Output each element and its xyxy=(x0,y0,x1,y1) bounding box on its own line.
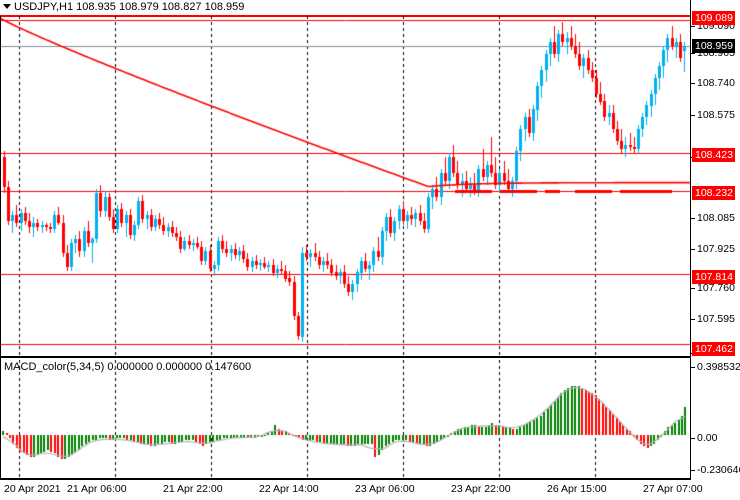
triangle-down-icon[interactable] xyxy=(3,4,11,9)
price-candles-canvas xyxy=(0,16,691,356)
price-scale-label: 107.595 xyxy=(697,313,735,325)
price-chart-pane[interactable] xyxy=(0,16,691,356)
price-level-tag[interactable]: 108.232 xyxy=(692,186,735,200)
indicator-scale-tick xyxy=(691,470,695,471)
current-price-tag[interactable]: 108.959 xyxy=(692,39,735,53)
time-axis-label: 26 Apr 15:00 xyxy=(547,483,607,495)
indicator-scale-label: 0.398532 xyxy=(697,361,740,373)
price-scale-label: 107.760 xyxy=(697,282,735,294)
time-axis-label: 21 Apr 22:00 xyxy=(163,483,223,495)
time-axis-label: 22 Apr 14:00 xyxy=(259,483,319,495)
price-scale-tick xyxy=(691,115,695,116)
price-scale-tick xyxy=(691,319,695,320)
price-scale-label: 108.740 xyxy=(697,77,735,89)
price-scale-tick xyxy=(691,83,695,84)
macd-indicator-label: MACD_color(5,34,5) 0.000000 0.000000 0.1… xyxy=(4,361,252,373)
pane-separator-bottom xyxy=(0,478,691,480)
indicator-scale-label: 0.00 xyxy=(697,432,718,444)
price-scale-tick xyxy=(691,288,695,289)
price-scale-label: 109.090 xyxy=(697,20,735,32)
time-axis-label: 20 Apr 2021 xyxy=(4,483,61,495)
price-scale[interactable]: 109.090108.905108.740108.575108.420108.0… xyxy=(691,0,740,480)
price-pane-left-border xyxy=(0,16,1,356)
price-scale-tick xyxy=(691,26,695,27)
price-level-tag[interactable]: 108.423 xyxy=(692,148,735,162)
price-scale-tick xyxy=(691,218,695,219)
price-level-tag[interactable]: 107.462 xyxy=(692,342,735,356)
indicator-scale-label: -0.230646 xyxy=(697,464,740,476)
price-scale-label: 108.575 xyxy=(697,109,735,121)
price-scale-left-border xyxy=(690,0,691,480)
time-axis-label: 23 Apr 22:00 xyxy=(451,483,511,495)
indicator-pane-left-border xyxy=(0,358,1,480)
macd-indicator-pane[interactable] xyxy=(0,360,691,478)
price-scale-tick xyxy=(691,249,695,250)
price-scale-label: 108.905 xyxy=(697,47,735,59)
indicator-scale-tick xyxy=(691,438,695,439)
macd-histogram-canvas xyxy=(0,360,691,478)
symbol-header: USDJPY,H1 108.935 108.979 108.827 108.95… xyxy=(0,0,740,15)
symbol-ohlc-label: USDJPY,H1 108.935 108.979 108.827 108.95… xyxy=(14,1,245,13)
pane-separator-top xyxy=(0,356,691,358)
price-scale-tick xyxy=(691,53,695,54)
price-level-tag[interactable]: 109.089 xyxy=(692,11,735,25)
time-axis-label: 27 Apr 07:00 xyxy=(643,483,703,495)
time-axis-label: 21 Apr 06:00 xyxy=(67,483,127,495)
price-scale-label: 108.085 xyxy=(697,212,735,224)
time-axis-label: 23 Apr 06:00 xyxy=(355,483,415,495)
price-level-tag[interactable]: 107.814 xyxy=(692,270,735,284)
time-axis[interactable]: 20 Apr 2021 21 Apr 06:00 21 Apr 22:00 22 Ap… xyxy=(0,480,740,500)
indicator-scale-tick xyxy=(691,367,695,368)
price-scale-label: 107.925 xyxy=(697,243,735,255)
